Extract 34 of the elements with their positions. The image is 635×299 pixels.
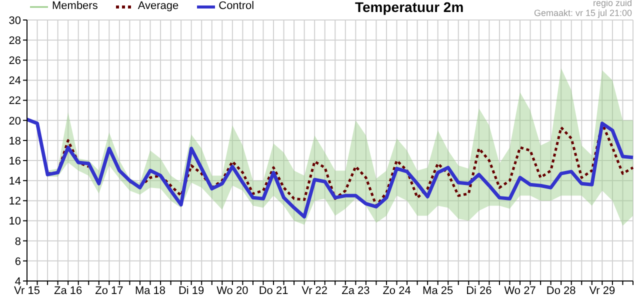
y-tick-label: 18 <box>8 135 21 148</box>
x-tick-label: Di 26 <box>466 284 492 297</box>
legend-label: Control <box>218 0 254 13</box>
y-tick-label: 8 <box>14 236 21 248</box>
y-tick-label: 30 <box>8 14 21 27</box>
chart-title: Temperatuur 2m <box>355 0 464 15</box>
y-tick-label: 6 <box>14 256 21 268</box>
y-tick-label: 12 <box>8 196 21 208</box>
y-tick-label: 20 <box>8 115 21 128</box>
x-tick-label: Zo 24 <box>382 284 411 297</box>
y-tick-label: 14 <box>8 176 21 188</box>
x-tick-label: Vr 15 <box>14 284 40 297</box>
x-tick-label: Wo 20 <box>216 284 248 297</box>
y-tick-label: 10 <box>8 216 21 228</box>
x-tick-label: Do 28 <box>546 284 576 297</box>
x-tick-label: Vr 22 <box>302 284 328 297</box>
x-tick-label: Za 16 <box>54 284 82 297</box>
legend-label: Average <box>138 0 179 13</box>
legend-label: Members <box>52 0 98 13</box>
y-tick-label: 26 <box>8 55 21 68</box>
y-tick-label: 16 <box>8 155 21 168</box>
x-tick-label: Do 21 <box>258 284 288 297</box>
line-series <box>25 118 635 219</box>
x-tick-label: Wo 27 <box>504 284 536 297</box>
x-tick-label: Vr 29 <box>589 284 616 297</box>
x-tick-label: Di 19 <box>178 284 204 297</box>
y-tick-label: 28 <box>8 34 21 47</box>
y-tick-label: 24 <box>8 75 21 88</box>
x-tick-label: Ma 18 <box>134 284 166 297</box>
y-tick-label: 22 <box>8 95 21 108</box>
x-tick-label: Za 23 <box>342 284 370 297</box>
x-tick-label: Zo 17 <box>95 284 124 297</box>
text: Gemaakt: vr 15 jul 21:00 <box>534 8 632 18</box>
x-tick-label: Ma 25 <box>422 284 454 297</box>
